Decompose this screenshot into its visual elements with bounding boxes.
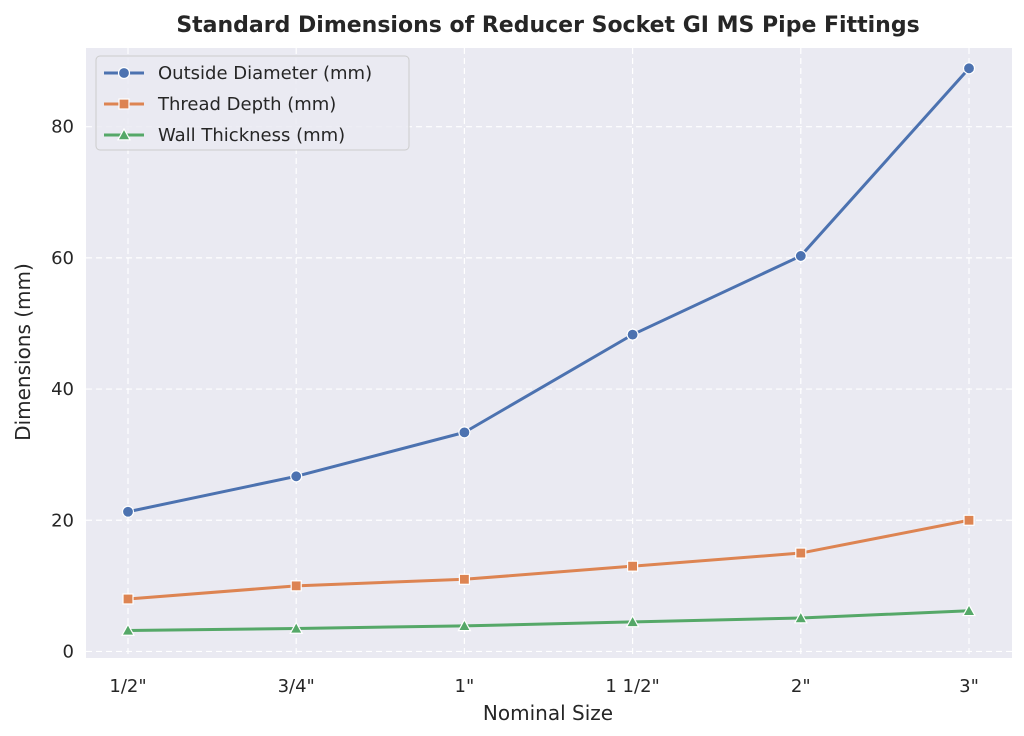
series-outside-diameter — [121, 62, 976, 518]
legend-swatch-marker — [116, 127, 132, 141]
outside-diameter-point — [794, 249, 807, 263]
thread-depth-point — [963, 514, 975, 526]
legend-label: Thread Depth (mm) — [157, 94, 336, 115]
outside-diameter-point — [121, 505, 135, 518]
legend-box — [95, 55, 410, 151]
legend-item-outside-diameter: Outside Diameter (mm) — [104, 63, 372, 84]
grid-lines — [86, 48, 1012, 658]
outside-diameter-point — [458, 426, 471, 439]
thread-depth-point — [290, 580, 302, 592]
wall-thickness-line — [127, 609, 970, 632]
x-axis-label: Nominal Size — [483, 701, 613, 725]
legend-label: Wall Thickness (mm) — [158, 125, 345, 146]
wall-thickness-point — [961, 603, 977, 617]
y-axis-ticks: 0 20 40 60 80 — [51, 117, 74, 663]
y-axis-label: Dimensions (mm) — [11, 263, 35, 441]
wall-thickness-point — [793, 610, 808, 624]
chart-title: Standard Dimensions of Reducer Socket GI… — [176, 13, 919, 38]
legend-item-wall-thickness: Wall Thickness (mm) — [104, 125, 345, 146]
x-tick-label: 3" — [959, 676, 979, 697]
series-wall-thickness — [120, 603, 977, 636]
thread-depth-line — [127, 518, 970, 601]
x-tick-label: 3/4" — [278, 676, 315, 697]
legend: Outside Diameter (mm) Thread Depth (mm) Wa… — [95, 55, 410, 151]
x-tick-label: 2" — [791, 676, 811, 697]
legend-swatch-marker — [117, 66, 131, 80]
wall-thickness-point — [289, 621, 304, 634]
legend-label: Outside Diameter (mm) — [158, 63, 372, 84]
wall-thickness-point — [625, 614, 640, 628]
thread-depth-point — [458, 573, 470, 585]
outside-diameter-point — [626, 328, 639, 341]
outside-diameter-line — [127, 67, 971, 514]
wall-thickness-point — [457, 618, 472, 632]
legend-swatch-marker — [118, 98, 130, 110]
series-thread-depth — [122, 514, 975, 605]
thread-depth-point — [795, 547, 807, 559]
wall-thickness-point — [120, 623, 136, 636]
x-tick-label: 1" — [455, 676, 475, 697]
y-tick-label: 40 — [51, 379, 74, 400]
thread-depth-point — [626, 560, 639, 572]
x-axis-ticks: 1/2" 3/4" 1" 1 1/2" 2" 3" — [109, 676, 978, 697]
series-layer — [120, 62, 977, 636]
thread-depth-point — [122, 593, 134, 605]
y-tick-label: 60 — [51, 248, 74, 269]
y-tick-label: 0 — [63, 641, 74, 662]
y-tick-label: 80 — [51, 117, 74, 138]
outside-diameter-point — [962, 62, 976, 75]
x-tick-label: 1/2" — [109, 676, 146, 697]
y-tick-label: 20 — [51, 510, 74, 531]
legend-item-thread-depth: Thread Depth (mm) — [104, 94, 336, 115]
x-tick-label: 1 1/2" — [605, 676, 659, 697]
outside-diameter-point — [290, 470, 303, 483]
